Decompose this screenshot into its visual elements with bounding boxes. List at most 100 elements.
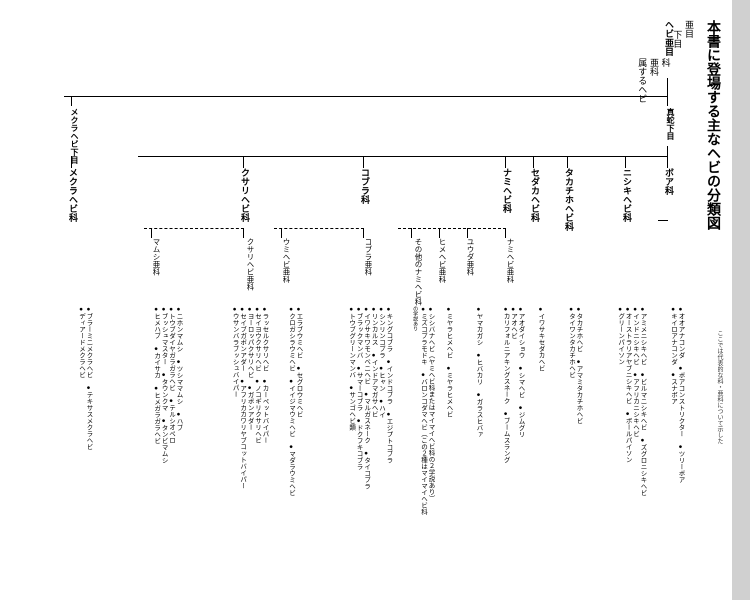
subfam-umi: ウミヘビ亜科 [281,238,292,283]
header-amoku: 亜目 [682,20,694,103]
family-mekura: メクラヘビ科 [67,168,80,222]
family-label: ナミヘビ科 [501,168,514,213]
sedaka-species: ●イワサキセダカヘビ [537,306,544,372]
taxonomy-tree: ヘビ亜目 真蛇下目 メクラヘビ下目 ボア科 ●オオアナコンダ ●ボアコンストリク… [40,20,676,580]
species-item: ●ヤマカガシ ●ヒバカリ ●ガラスヒバァ [475,306,482,438]
tree-dashed [274,228,364,229]
subfamily-label: ヒメヘビ亜科 [437,238,448,283]
takachiho-species: ●タカチホヘビ ●アマミタカチホヘビ ●タイワンタカチホヘビ [567,306,582,424]
page-title: 本書に登場する主なヘビの分類図 [704,20,724,230]
species-item: ●リンカルス ●インドアマガサヘビ [370,306,377,490]
species-item: ●タイワンタカチホヘビ [567,306,574,424]
subfamily-label: ウミヘビ亜科 [281,238,292,283]
tree-line [505,228,506,238]
subfamily-label: ナミヘビ亜科 [505,238,516,283]
tree-line [667,156,668,168]
species-item: ●ブラーミニメクラヘビ ●テキサスメクラヘビ [85,306,92,450]
subfamily-label: ユウダ亜科 [465,238,476,276]
species-item: ●アオヘビ [509,306,516,463]
species-item: ●エラブウミヘビ ●セグロウミヘビ [295,306,302,496]
subfam-other: その他のナミヘビ科 [413,238,424,306]
family-label: クサリヘビ科 [239,168,252,222]
species-item: ●ラッセルクサリヘビ ●カーペットバイパー [261,306,268,489]
tree-dashed [398,228,506,229]
cobra-umi-species: ●エラブウミヘビ ●セグロウミヘビ ●クロガシラウミヘビ ●イイジマウミヘビ ●… [287,306,302,496]
infraorder-shinda: 真蛇下目 [665,108,676,140]
tree-line [64,96,668,97]
family-label: セダカヘビ科 [529,168,542,222]
subfamily-label: コブラ亜科 [363,238,374,276]
tree-line [667,96,668,106]
family-kusari: クサリヘビ科 [239,168,252,222]
mekura-species: ●ブラーミニメクラヘビ ●テキサスメクラヘビ ●ディアードメクラヘビ [77,306,92,450]
species-item: ●カリフォルニアキングスネーク ●ブームスラング [502,306,509,463]
family-label: メクラヘビ科 [67,168,80,222]
tree-line [658,220,668,221]
species-item: ●トウブダイヤガラガラヘビ ●テルシオペロ [167,306,174,464]
subfamily-label: マムシ亜科 [151,238,162,276]
tree-line [667,146,668,156]
subfam-hime: ヒメヘビ亜科 [437,238,448,283]
species-item: ●ミヤラヒメヘビ ●ミヤラヒメヘビ [445,306,452,418]
tree-line [667,78,668,96]
tree-line [467,228,468,238]
species-item: ●ヨーロッパクサリヘビ ●ガボンアダー [246,306,253,489]
subfamily-label: その他のナミヘビ科 [413,238,424,306]
family-label: ボア科 [663,168,676,195]
subfam-yuda: ユウダ亜科 [465,238,476,276]
family-cobra: コブラ科 [359,168,372,204]
species-item: ●キイロアナコンダ ●スナボア [669,306,676,483]
family-label: タカチホヘビ科 [563,168,576,231]
species-item: ●ニホンマムシ ●ツシママムシ ●ハブ [175,306,182,464]
species-item: ●セイブガボンアダー ●アフリカカワリヤブコットバイパー [238,306,245,489]
cobra-cobra-species: ●キングコブラ ●インドコブラ ●エジプトコブラ ●シンリンコブラ ●ヒャン ●… [347,306,392,490]
family-nishiki: ニシキヘビ科 [621,168,634,222]
kusari-mamushi-species: ●ニホンマムシ ●ツシママムシ ●ハブ ●トウブダイヤガラガラヘビ ●テルシオペ… [152,306,182,464]
nami-nami-species: ●アオダイショウ ●シマヘビ ●ジムグリ ●アオヘビ ●カリフォルニアキングスネ… [502,306,524,463]
species-item: ●シンリンコブラ ●ヒャン ●ハイ [377,306,384,490]
tree-line [363,228,364,238]
subfam-nami: ナミヘビ亜科 [505,238,516,283]
tree-line [281,228,282,238]
tree-line [567,156,568,168]
kusari-kusari-species: ●ラッセルクサリヘビ ●カーペットバイパー ●セイヨウクサリヘビ ●ノコギリクサ… [231,306,268,489]
family-nami: ナミヘビ科 [501,168,514,213]
species-item: ●アオダイショウ ●シマヘビ ●ジムグリ [517,306,524,463]
species-item: ●キングコブラ ●インドコブラ ●エジプトコブラ [385,306,392,490]
subfam-kusari: クサリヘビ亜科 [245,238,256,291]
tree-line [625,156,626,168]
species-note: の学説あり [412,306,419,515]
tree-line [411,228,412,238]
page-note: ここでは代表的な科・亜科について示した [715,330,724,444]
species-item: ●イワサキワモンベニヘビ ●マルガスネーク ●タイコブラ [362,306,369,490]
subfam-mamushi: マムシ亜科 [151,238,162,276]
species-item: ●ブラックマンバ ●サマーコブラ ●ドクフキコブラ [355,306,362,490]
species-item: ●ウサンバラブッシュバイパー [231,306,238,489]
subfam-cobra: コブラ亜科 [363,238,374,276]
species-item: ●アミメニシキヘビ ●ビルマニシキヘビ ●ズグロニシキヘビ [639,306,646,496]
species-item: ●オーストラリアヤブニシキヘビ ●ボールパイソン [624,306,631,496]
family-label: ニシキヘビ科 [621,168,634,222]
species-item: ●トウブグリーンマンバ ●サンゴヘビ類 [347,306,354,490]
species-item: ●セイヨウクサリヘビ ●ノコギリクサリヘビ [253,306,260,489]
species-item: ●ミズコブラモドキ ●バロンコダマヘビ（この２種はマイマイヘビ科 [419,306,426,515]
boa-species: ●オオアナコンダ ●ボアコンストリクター ●ツリーボア ●キイロアナコンダ ●ス… [669,306,684,483]
suborder-hebi: ヘビ亜目 [663,20,676,56]
family-label: コブラ科 [359,168,372,204]
family-takachiho: タカチホヘビ科 [563,168,576,231]
nami-hime-species: ●ミヤラヒメヘビ ●ミヤラヒメヘビ [445,306,452,418]
species-item: ●インドニシキヘビ ●アフリカニシキヘビ [631,306,638,496]
species-item: ●グリーンパイソン [616,306,623,496]
tree-line [243,156,244,168]
tree-line [439,228,440,238]
nami-yuda-species: ●ヤマカガシ ●ヒバカリ ●ガラスヒバァ [475,306,482,438]
family-sedaka: セダカヘビ科 [529,168,542,222]
nami-other-species: ●シシバナヘビ（ヤミヘビ科またはマイマイヘビ科の２学説あり） ●ミズコブラモドキ… [412,306,434,515]
tree-line [71,96,72,106]
tree-dashed [144,228,244,229]
tree-line [243,228,244,238]
species-item: ●シシバナヘビ（ヤミヘビ科またはマイマイヘビ科の２学説あり） [427,306,434,515]
species-item: ●ディアードメクラヘビ [77,306,84,450]
species-item: ●タカチホヘビ ●アマミタカチホヘビ [575,306,582,424]
tree-line [138,156,668,157]
